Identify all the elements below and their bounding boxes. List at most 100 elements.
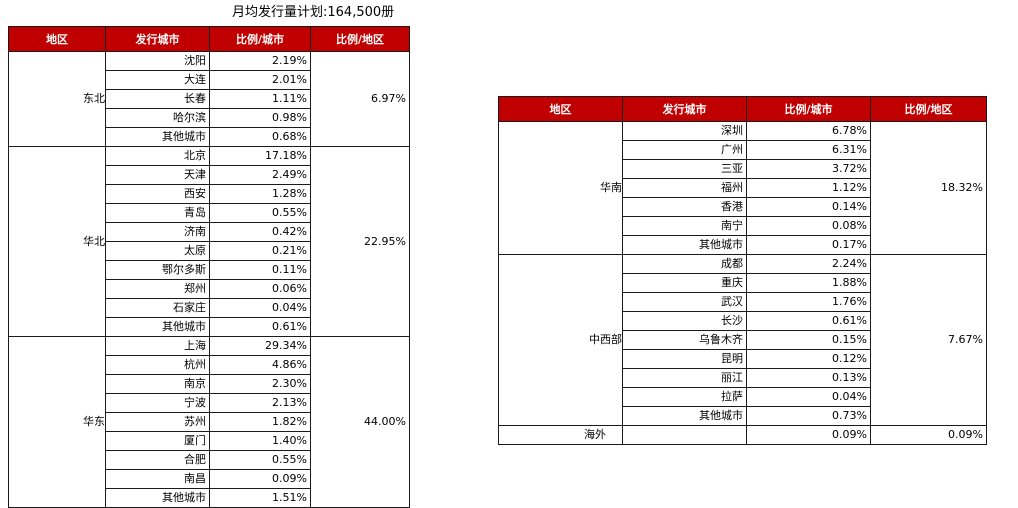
- city-pct-cell: 0.06%: [209, 279, 311, 299]
- table-row: 昆明 0.12%: [499, 349, 987, 369]
- city-cell: 拉萨: [622, 387, 747, 407]
- city-cell: 杭州: [105, 355, 210, 375]
- right-distribution-table: 地区 发行城市 比例/城市 比例/地区 华南 深圳 6.78% 18.32% 广州 6.3…: [498, 96, 987, 445]
- region-pct-cell: 7.67%: [870, 254, 987, 426]
- city-cell: 北京: [105, 146, 210, 166]
- table-row: 拉萨 0.04%: [499, 387, 987, 407]
- city-cell: 成都: [622, 254, 747, 274]
- city-cell: 长春: [105, 89, 210, 109]
- city-cell: 其他城市: [622, 235, 747, 255]
- table-row: 长沙 0.61%: [499, 311, 987, 331]
- city-pct-cell: 0.68%: [209, 127, 311, 147]
- table-row: 青岛 0.55%: [9, 203, 410, 223]
- city-pct-cell: 0.73%: [746, 406, 871, 426]
- city-pct-cell: 0.21%: [209, 241, 311, 261]
- city-cell: 乌鲁木齐: [622, 330, 747, 350]
- region-pct-cell-overseas: 0.09%: [870, 425, 987, 445]
- region-pct-cell: 6.97%: [310, 51, 410, 147]
- city-cell: 太原: [105, 241, 210, 261]
- city-pct-cell: 0.12%: [746, 349, 871, 369]
- city-pct-cell: 0.13%: [746, 368, 871, 388]
- city-pct-cell: 1.76%: [746, 292, 871, 312]
- city-cell: 其他城市: [105, 127, 210, 147]
- city-cell: 西安: [105, 184, 210, 204]
- region-pct-cell: 18.32%: [870, 121, 987, 255]
- city-cell: 其他城市: [105, 317, 210, 337]
- city-cell: 深圳: [622, 121, 747, 141]
- city-cell: 丽江: [622, 368, 747, 388]
- region-pct-cell: 22.95%: [310, 146, 410, 337]
- city-pct-cell: 0.55%: [209, 450, 311, 470]
- city-pct-cell: 1.28%: [209, 184, 311, 204]
- city-pct-cell: 0.61%: [209, 317, 311, 337]
- table-row: 华南 深圳 6.78% 18.32%: [498, 121, 987, 255]
- city-pct-cell: 0.42%: [209, 222, 311, 242]
- city-pct-cell: 2.13%: [209, 393, 311, 413]
- city-pct-cell: 0.15%: [746, 330, 871, 350]
- city-pct-cell: 3.72%: [746, 159, 871, 179]
- city-cell: 上海: [105, 336, 210, 356]
- city-pct-cell: 1.12%: [746, 178, 871, 198]
- city-pct-cell: 0.61%: [746, 311, 871, 331]
- city-cell: 宁波: [105, 393, 210, 413]
- city-pct-cell: 0.08%: [746, 216, 871, 236]
- region-pct-cell: 44.00%: [310, 336, 410, 508]
- city-cell: 石家庄: [105, 298, 210, 318]
- city-pct-cell: 1.11%: [209, 89, 311, 109]
- city-cell: 南昌: [105, 469, 210, 489]
- table-row: 哈尔滨 0.98%: [9, 108, 410, 128]
- city-pct-cell: 0.98%: [209, 108, 311, 128]
- city-pct-cell: 2.24%: [746, 254, 871, 274]
- table-row: 厦门 1.40%: [9, 431, 410, 451]
- table-row: 广州 6.31%: [499, 140, 987, 160]
- city-cell: 武汉: [622, 292, 747, 312]
- header-city: 发行城市: [105, 26, 210, 52]
- table-row: 济南 0.42%: [9, 222, 410, 242]
- table-row: 重庆 1.88%: [499, 273, 987, 293]
- region-cell: 华南: [498, 121, 623, 255]
- city-cell: 重庆: [622, 273, 747, 293]
- city-pct-cell: 1.51%: [209, 488, 311, 508]
- header-region: 地区: [8, 26, 106, 52]
- table-row: 中西部 成都 2.24% 7.67%: [498, 254, 987, 426]
- region-cell: 东北: [8, 51, 106, 147]
- city-pct-cell: 1.82%: [209, 412, 311, 432]
- city-cell: 广州: [622, 140, 747, 160]
- header-city-ratio: 比例/城市: [209, 26, 311, 52]
- city-pct-cell: 0.17%: [746, 235, 871, 255]
- city-cell: 长沙: [622, 311, 747, 331]
- city-pct-cell: 0.09%: [209, 469, 311, 489]
- city-cell: 其他城市: [622, 406, 747, 426]
- table-row: 华北 北京 17.18% 22.95%: [8, 146, 410, 337]
- table-row: 苏州 1.82%: [9, 412, 410, 432]
- city-cell: 昆明: [622, 349, 747, 369]
- table-row: 东北 沈阳 2.19% 6.97%: [8, 51, 410, 147]
- region-cell: 华东: [8, 336, 106, 508]
- table-row: 香港 0.14%: [499, 197, 987, 217]
- city-pct-cell: 2.49%: [209, 165, 311, 185]
- city-pct-cell: 2.19%: [209, 51, 311, 71]
- city-cell: 香港: [622, 197, 747, 217]
- header-region: 地区: [498, 96, 623, 122]
- city-cell: 三亚: [622, 159, 747, 179]
- city-cell: 青岛: [105, 203, 210, 223]
- city-pct-cell: 6.78%: [746, 121, 871, 141]
- city-cell: 哈尔滨: [105, 108, 210, 128]
- table-row: 鄂尔多斯 0.11%: [9, 260, 410, 280]
- city-cell: 厦门: [105, 431, 210, 451]
- table-row-overseas: 海外 0.09% 0.09%: [498, 425, 987, 445]
- city-pct-cell: 0.04%: [209, 298, 311, 318]
- city-cell: 合肥: [105, 450, 210, 470]
- city-cell: 天津: [105, 165, 210, 185]
- city-cell: 济南: [105, 222, 210, 242]
- circulation-plan-caption: 月均发行量计划:164,500册: [232, 5, 395, 20]
- header-city-ratio: 比例/城市: [746, 96, 871, 122]
- table-row: 三亚 3.72%: [499, 159, 987, 179]
- table-row: 其他城市 0.61%: [9, 317, 410, 337]
- city-pct-cell: 17.18%: [209, 146, 311, 166]
- table-row: 合肥 0.55%: [9, 450, 410, 470]
- city-pct-cell: 6.31%: [746, 140, 871, 160]
- city-pct-cell: 0.11%: [209, 260, 311, 280]
- left-header-row: 地区 发行城市 比例/城市 比例/地区: [8, 26, 410, 52]
- city-pct-cell: 0.14%: [746, 197, 871, 217]
